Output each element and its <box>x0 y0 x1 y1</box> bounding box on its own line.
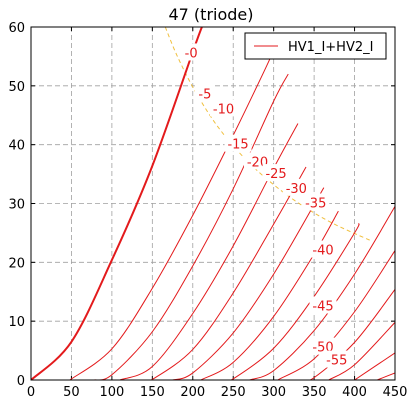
x-tick-label: 200 <box>180 385 205 400</box>
legend-entry: HV1_I+HV2_I <box>288 40 373 55</box>
curve-label: -45 <box>312 299 333 314</box>
curve-label: -40 <box>312 244 333 259</box>
curve-label-bg <box>224 134 252 152</box>
x-tick-label: 400 <box>342 385 367 400</box>
curve-label: -5 <box>198 88 211 103</box>
series-line <box>31 27 203 380</box>
curve-label-bg <box>262 164 290 182</box>
dissipation-curve <box>164 27 371 242</box>
curve-label: -25 <box>265 167 286 182</box>
curve-label: -10 <box>213 102 234 117</box>
curve-label-bg <box>210 99 238 117</box>
y-tick-label: 10 <box>8 315 25 330</box>
curve-label: -30 <box>286 182 307 197</box>
x-tick-label: 350 <box>302 385 327 400</box>
curve-label: -35 <box>305 197 326 212</box>
series-line <box>69 41 279 380</box>
x-tick-label: 450 <box>383 385 408 400</box>
curve-label: -0 <box>185 46 198 61</box>
curve-label-bg <box>282 178 310 196</box>
chart-title: 47 (triode) <box>168 5 253 24</box>
curve-labels: -0-5-10-15-20-25-30-35-40-45-50-55 <box>181 43 351 369</box>
y-tick-label: 60 <box>8 21 25 36</box>
y-tick-label: 0 <box>17 374 25 389</box>
curve-label-bg <box>302 193 330 211</box>
x-tick-label: 50 <box>63 385 80 400</box>
curve-label-bg <box>309 337 337 355</box>
series-line <box>249 206 395 380</box>
series-line <box>225 223 360 380</box>
y-tick-label: 30 <box>8 198 25 213</box>
curve-label: -55 <box>326 354 347 369</box>
legend: HV1_I+HV2_I <box>244 32 387 60</box>
x-tick-label: 250 <box>221 385 246 400</box>
series-line <box>277 250 395 380</box>
dissipation-layer <box>164 27 371 242</box>
curve-label-bg <box>323 350 351 368</box>
curve-label-bg <box>309 296 337 314</box>
series-line <box>328 321 395 380</box>
axis-tick-labels: 0 50 100 150 200 250 300 350 400 450 0 10 20 30 40 50 60 <box>8 21 407 400</box>
x-tick-label: 150 <box>140 385 165 400</box>
curve-label-bg <box>309 240 337 258</box>
y-tick-label: 20 <box>8 256 25 271</box>
x-tick-label: 0 <box>27 385 35 400</box>
curve-label-bg <box>194 84 215 102</box>
curve-label-bg <box>181 43 202 61</box>
x-tick-label: 300 <box>261 385 286 400</box>
y-tick-label: 50 <box>8 80 25 95</box>
curve-label: -15 <box>227 138 248 153</box>
series-line <box>93 73 289 380</box>
plot-frame <box>30 26 396 381</box>
series-line <box>200 210 339 380</box>
series-line <box>354 352 395 380</box>
axis-ticks <box>30 26 396 381</box>
x-tick-label: 100 <box>99 385 124 400</box>
y-tick-label: 40 <box>8 139 25 154</box>
